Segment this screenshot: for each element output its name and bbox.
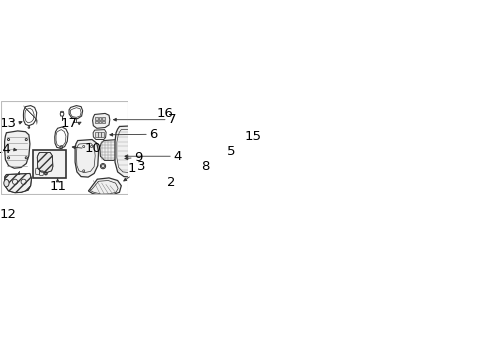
Polygon shape [37, 153, 53, 172]
Polygon shape [100, 140, 121, 161]
Polygon shape [102, 121, 105, 123]
Text: 13: 13 [0, 117, 16, 130]
Polygon shape [99, 117, 101, 120]
Polygon shape [99, 121, 101, 123]
Polygon shape [130, 163, 138, 170]
Bar [33, 150, 66, 178]
Text: 3: 3 [137, 159, 145, 173]
Text: 6: 6 [149, 128, 157, 141]
Text: 15: 15 [244, 130, 262, 143]
Polygon shape [98, 132, 101, 138]
Polygon shape [4, 174, 31, 193]
Text: 14: 14 [0, 143, 11, 156]
Polygon shape [93, 130, 106, 140]
Text: 11: 11 [49, 180, 66, 193]
Polygon shape [95, 121, 98, 123]
Polygon shape [115, 126, 147, 177]
Text: 1: 1 [127, 162, 136, 175]
Ellipse shape [61, 111, 63, 113]
Ellipse shape [4, 179, 9, 187]
Text: 2: 2 [167, 176, 175, 189]
Polygon shape [88, 178, 121, 195]
Text: 5: 5 [227, 145, 235, 158]
Polygon shape [95, 117, 98, 120]
Text: 7: 7 [167, 113, 176, 126]
Polygon shape [102, 117, 105, 120]
Polygon shape [101, 132, 104, 138]
Circle shape [45, 172, 47, 175]
Text: 17: 17 [61, 117, 78, 130]
Polygon shape [92, 113, 110, 128]
Polygon shape [154, 175, 161, 188]
Text: 9: 9 [134, 151, 142, 164]
Text: 4: 4 [173, 150, 181, 163]
Text: 12: 12 [0, 208, 17, 221]
Polygon shape [75, 140, 99, 177]
Circle shape [100, 163, 105, 169]
Polygon shape [95, 132, 98, 138]
Text: 8: 8 [201, 160, 209, 173]
Polygon shape [4, 131, 30, 168]
Polygon shape [149, 121, 167, 151]
Text: 10: 10 [84, 142, 102, 155]
Text: 16: 16 [157, 107, 173, 121]
